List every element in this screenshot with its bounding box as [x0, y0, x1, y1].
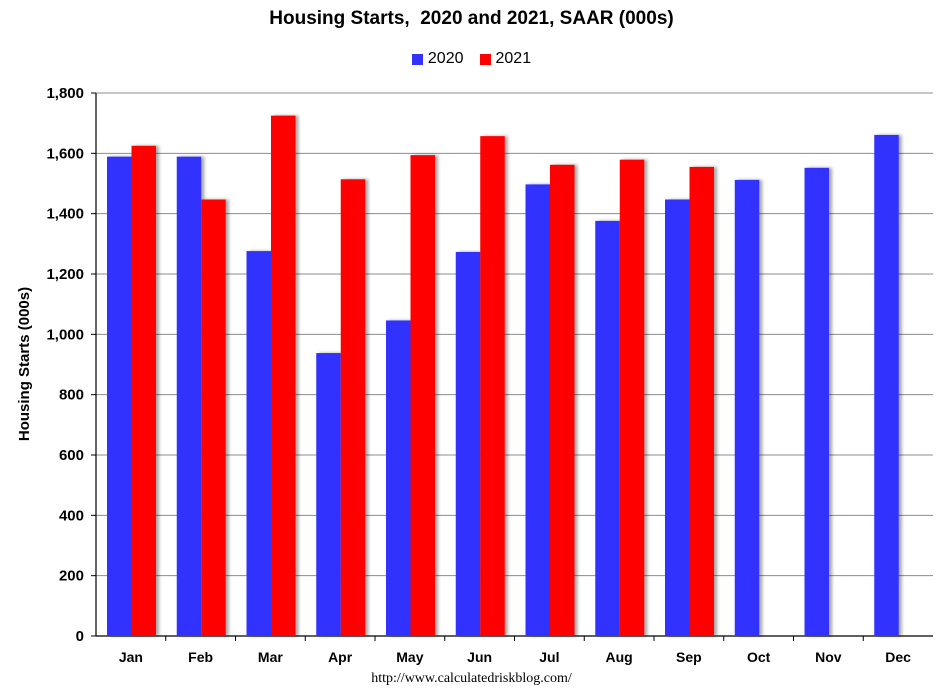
y-tick-label: 1,200: [46, 266, 84, 283]
bar-2021-sep: [689, 166, 714, 637]
legend-label-series-2: 2021: [495, 50, 532, 67]
bar-2020-nov: [804, 167, 829, 636]
bar-2021-jul: [550, 164, 575, 636]
bar-2020-may: [386, 320, 411, 636]
y-tick-label: 400: [59, 507, 84, 524]
axes: [91, 92, 933, 641]
y-tick-label: 1,600: [46, 145, 84, 162]
bar-2020-mar: [246, 251, 271, 636]
y-tick-label: 200: [59, 568, 84, 585]
x-tick-labels: Jan Feb Mar Apr May Jun Jul Aug Sep Oct Nov Dec: [119, 649, 911, 665]
legend: 2020 2021: [0, 50, 943, 68]
bar-2021-aug: [619, 159, 645, 636]
bars: [107, 115, 899, 637]
y-tick-label: 0: [76, 628, 84, 645]
bar-2020-oct: [734, 179, 760, 636]
x-tick-label: Aug: [606, 649, 633, 665]
bar-2020-aug: [595, 220, 620, 636]
x-tick-label: Jun: [467, 649, 492, 665]
bar-2020-apr: [316, 353, 341, 636]
y-tick-label: 600: [59, 447, 84, 464]
bar-2021-jan: [131, 145, 156, 636]
bar-2020-feb: [176, 156, 202, 636]
y-tick-label: 1,400: [46, 206, 84, 223]
x-tick-label: Feb: [188, 649, 213, 665]
bar-2021-mar: [271, 115, 296, 636]
y-tick-label: 1,800: [46, 85, 84, 102]
bar-2020-jul: [525, 184, 550, 636]
x-tick-label: Apr: [328, 649, 353, 665]
legend-entry-series-2: 2021: [479, 50, 532, 68]
chart-title: Housing Starts, 2020 and 2021, SAAR (000…: [269, 8, 674, 29]
legend-entry-series-1: 2020: [411, 50, 464, 68]
bar-2020-jun: [455, 251, 481, 636]
y-tick-label: 800: [59, 387, 84, 404]
legend-swatch-series-1: [411, 53, 423, 65]
x-tick-label: Sep: [676, 649, 702, 665]
gridlines: [96, 92, 933, 577]
bar-2021-jun: [480, 136, 505, 636]
x-tick-label: Mar: [258, 649, 283, 665]
x-tick-label: Jan: [119, 649, 143, 665]
bar-2020-jan: [107, 156, 132, 636]
y-axis-title: Housing Starts (000s): [16, 287, 33, 441]
x-tick-label: Oct: [747, 649, 771, 665]
source-note: http://www.calculatedriskblog.com/: [371, 671, 572, 686]
y-tick-label: 1,000: [46, 326, 84, 343]
bar-2021-may: [410, 155, 435, 637]
bar-2021-apr: [340, 179, 366, 636]
x-tick-label: May: [396, 649, 423, 665]
legend-label-series-1: 2020: [427, 50, 464, 67]
x-tick-label: Nov: [815, 649, 842, 665]
y-tick-labels: 0 200 400 600 800 1,000 1,200 1,400 1,600 1,800: [46, 85, 84, 645]
x-tick-label: Jul: [539, 649, 559, 665]
bar-2021-feb: [201, 199, 226, 636]
bar-2020-sep: [665, 199, 690, 636]
x-tick-label: Dec: [885, 649, 911, 665]
bar-2020-dec: [874, 134, 899, 636]
legend-swatch-series-2: [479, 53, 491, 65]
